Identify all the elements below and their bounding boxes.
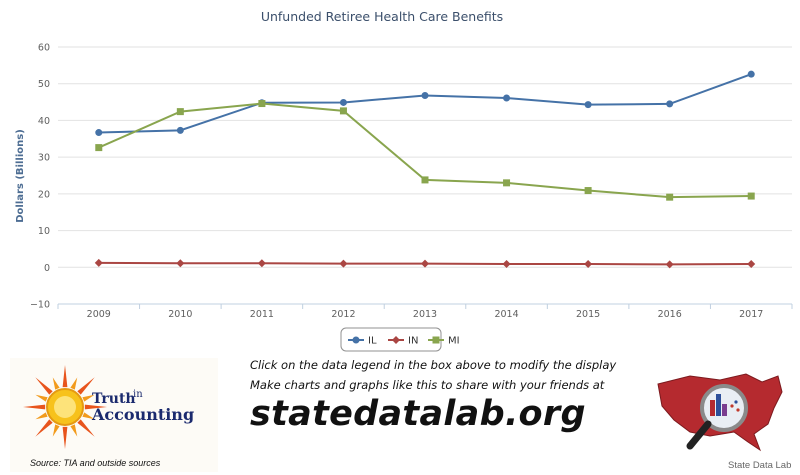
data-point-mi (258, 100, 266, 108)
legend-label: IN (408, 336, 418, 347)
data-point-in (747, 259, 756, 268)
sun-ray (70, 424, 78, 437)
data-point-in (176, 259, 185, 268)
legend-marker (352, 336, 360, 344)
y-tick-label: 20 (38, 189, 50, 200)
data-point-mi (95, 144, 103, 152)
x-tick-label: 2016 (658, 309, 682, 320)
x-tick-label: 2009 (87, 309, 111, 320)
x-tick-label: 2011 (250, 309, 274, 320)
sun-ray (23, 404, 46, 410)
data-point-in (339, 259, 348, 268)
data-point-mi (421, 176, 429, 184)
x-axis-ticks: 2009 2010 2011 2012 2013 2014 2015 2016 2017 (57, 304, 793, 320)
x-tick-label: 2017 (739, 309, 763, 320)
data-point-il (666, 100, 674, 108)
data-point-il (503, 94, 511, 102)
site-link[interactable]: statedatalab.org (250, 394, 586, 434)
sun-ray (35, 412, 48, 420)
y-tick-label: 60 (38, 43, 50, 54)
sun-ray (70, 377, 78, 390)
data-point-mi (176, 108, 184, 116)
data-point-il (176, 126, 184, 134)
data-point-il (584, 101, 592, 109)
x-tick-label: 2013 (413, 309, 437, 320)
y-axis-ticks: −10 0 10 20 30 40 50 60 (30, 43, 50, 311)
y-tick-label: 30 (38, 153, 50, 164)
legend-marker (432, 336, 440, 344)
data-point-in (665, 260, 674, 269)
y-axis-label: Dollars (Billions) (15, 129, 26, 223)
data-point-il (747, 70, 755, 78)
series-mi (95, 100, 755, 201)
x-tick-label: 2010 (168, 309, 192, 320)
sun-ray (35, 419, 53, 437)
data-point-mi (666, 193, 674, 201)
sun-ray (82, 394, 95, 402)
data-point-mi (584, 187, 592, 195)
y-tick-label: 0 (44, 263, 50, 274)
data-point-il (339, 98, 347, 106)
data-point-in (94, 258, 103, 267)
data-point-in (257, 259, 266, 268)
gridlines (58, 46, 792, 305)
sun-ray (35, 394, 48, 402)
state-data-lab-caption: State Data Lab (728, 460, 792, 471)
x-tick-label: 2014 (494, 309, 518, 320)
data-point-in (584, 259, 593, 268)
sun-ray (84, 404, 107, 410)
share-text: Make charts and graphs like this to shar… (250, 378, 605, 392)
y-tick-label: 10 (38, 226, 50, 237)
sun-logo-icon (23, 365, 107, 449)
sun-ray (35, 377, 53, 395)
data-point-in (502, 259, 511, 268)
series-line-il (98, 73, 752, 134)
sun-ray (82, 412, 95, 420)
chart: Unfunded Retiree Health Care Benefits Do… (15, 9, 793, 352)
series-group (94, 70, 756, 269)
sun-ray (52, 424, 60, 437)
y-tick-label: 50 (38, 79, 50, 90)
data-point-il (95, 129, 103, 137)
sun-ray (62, 426, 68, 449)
sun-ray (77, 377, 95, 395)
y-tick-label: −10 (30, 300, 50, 311)
series-il (95, 70, 755, 137)
legend-label: IL (368, 336, 377, 347)
x-tick-label: 2015 (576, 309, 600, 320)
legend-marker (392, 336, 400, 344)
y-tick-label: 40 (38, 116, 50, 127)
footer: Truth in Accounting Source: TIA and outs… (0, 356, 800, 475)
x-tick-label: 2012 (331, 309, 355, 320)
promo-block: Click on the data legend in the box abov… (250, 358, 630, 434)
legend-item-mi[interactable]: MI (428, 336, 460, 347)
legend-item-il[interactable]: IL (348, 336, 377, 347)
data-point-mi (747, 192, 755, 200)
truth-in-accounting-logo[interactable]: Truth in Accounting Source: TIA and outs… (10, 358, 218, 472)
legend-item-in[interactable]: IN (388, 336, 418, 347)
legend-label: MI (448, 336, 460, 347)
state-data-lab-logo[interactable] (650, 362, 790, 458)
instruction-text: Click on the data legend in the box abov… (250, 358, 617, 372)
data-point-il (421, 91, 429, 99)
data-point-in (421, 259, 429, 268)
source-note: Source: TIA and outside sources (30, 458, 161, 468)
us-map-magnifier-icon (657, 373, 783, 452)
data-point-mi (503, 179, 511, 187)
logo-text-in: in (133, 389, 143, 400)
chart-title: Unfunded Retiree Health Care Benefits (261, 9, 503, 24)
logo-text-accounting: Accounting (92, 405, 195, 424)
legend[interactable]: IL IN MI (340, 327, 460, 352)
data-point-mi (339, 107, 347, 115)
logo-text-truth: Truth (92, 391, 136, 407)
sun-ray (52, 377, 60, 390)
sun-ray (62, 365, 68, 388)
series-in (94, 258, 756, 269)
sun-ray (77, 419, 95, 437)
